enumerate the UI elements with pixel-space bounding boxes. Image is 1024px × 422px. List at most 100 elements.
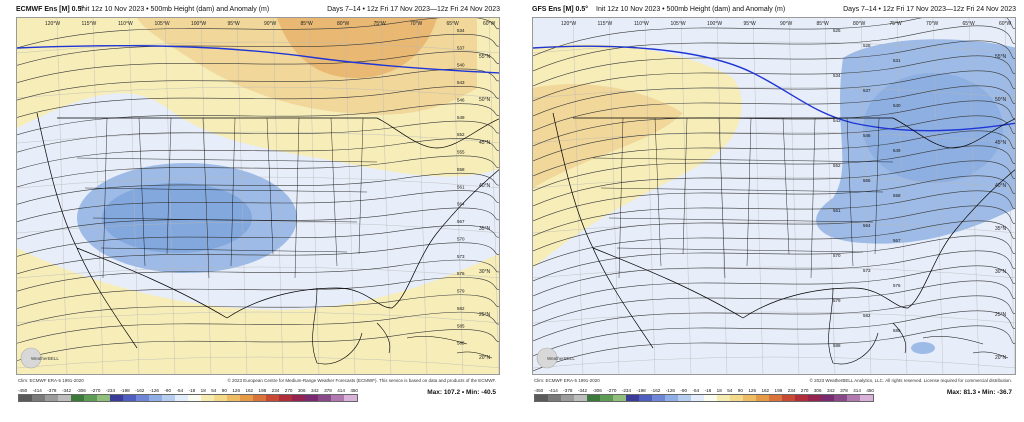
longitude-gridline: [824, 18, 836, 374]
colorbar-swatch: [626, 395, 639, 401]
contour-label: 555: [457, 150, 465, 155]
colorbar-swatch: [188, 395, 201, 401]
state-boundary: [138, 117, 146, 267]
contour-label: 546: [457, 97, 465, 102]
longitude-gridline: [644, 18, 656, 374]
contour-label: 582: [863, 313, 871, 318]
colorbar-swatch: [717, 395, 730, 401]
ecmwf-map: 534 537 540 543 546 549 552 555 558 561 564 567 570 5…: [16, 17, 500, 375]
ecmwf-footer: Clim: ECMWF ERA-5 1991-2020 © 2023 Europ…: [16, 376, 500, 386]
longitude-gridline: [236, 18, 248, 374]
latitude-label: 55°N: [479, 54, 491, 60]
colorbar-tick: 342: [826, 388, 835, 393]
colorbar-swatch: [162, 395, 175, 401]
colorbar-swatch: [227, 395, 240, 401]
colorbar-swatch: [266, 395, 279, 401]
colorbar-tick: -270: [91, 388, 101, 393]
colorbar-tick: 162: [761, 388, 770, 393]
gfs-map-svg: 525 528 531 534 537 540 543 546 549 552 555 558 561 5…: [533, 18, 1015, 374]
height-contour: [533, 295, 1015, 342]
contour-label: 549: [893, 148, 901, 153]
height-contour: [533, 25, 1015, 72]
colorbar-swatch: [71, 395, 84, 401]
state-boundary: [608, 217, 874, 223]
colorbar-tick: 306: [297, 388, 306, 393]
colorbar-tick: -18: [704, 388, 712, 393]
longitude-label: 65°W: [447, 21, 460, 27]
ecmwf-colorbar: -450 -414 -378 -342 -306 -270 -234 -198 -162 -126…: [16, 387, 500, 403]
colorbar-swatch: [639, 395, 652, 401]
colorbar-tick: 126: [748, 388, 756, 393]
contour-label: 552: [833, 163, 841, 168]
height-contour: [17, 259, 499, 292]
longitude-gridline: [608, 18, 620, 374]
height-contour: [17, 68, 499, 101]
longitude-gridline: [452, 18, 464, 374]
colorbar-swatch: [535, 395, 548, 401]
colorbar-tick: 18: [716, 388, 722, 393]
state-boundary: [874, 117, 880, 255]
colorbar-swatch: [782, 395, 795, 401]
colorbar-tick: 198: [774, 388, 783, 393]
init-label: Init 12z 10 Nov 2023 • 500mb Height (dam…: [596, 6, 786, 13]
colorbar-tick: -378: [47, 388, 57, 393]
colorbar-tick: 234: [787, 388, 796, 393]
height-contour: [533, 235, 1015, 282]
contour-label: 564: [457, 202, 465, 207]
colorbar-tick: -414: [32, 388, 42, 393]
min-value: -36.7: [997, 389, 1012, 396]
latitude-gridline: [17, 266, 499, 279]
state-boundary: [600, 187, 884, 193]
logo-text: WeatherBELL: [31, 356, 59, 361]
state-boundary: [746, 117, 752, 267]
colorbar-swatch: [110, 395, 123, 401]
state-boundary: [358, 117, 364, 255]
colorbar-tick: -90: [680, 388, 688, 393]
height-contour: [17, 242, 499, 275]
longitude-gridline: [932, 18, 944, 374]
height-contour: [533, 175, 1015, 222]
negative-anomaly-caribbean: [911, 342, 935, 354]
colorbar-swatch: [32, 395, 45, 401]
colorbar-swatch: [652, 395, 665, 401]
gfs-header: GFS Ens [M] 0.5° Init 12z 10 Nov 2023 • …: [532, 4, 1016, 16]
longitude-gridline: [344, 18, 356, 374]
colorbar-tick: 54: [211, 388, 217, 393]
florida-outline: [376, 322, 391, 354]
colorbar-tick: -198: [120, 388, 130, 393]
longitude-label: 110°W: [118, 21, 133, 27]
longitude-gridline: [272, 18, 284, 374]
colorbar-tick: 270: [800, 388, 809, 393]
min-value: -40.5: [481, 389, 496, 396]
latitude-gridline: [533, 41, 1015, 54]
colorbar-swatch: [756, 395, 769, 401]
highlight-contour: [533, 45, 1015, 132]
latitude-gridline: [533, 311, 1015, 324]
height-contour: [533, 18, 1015, 57]
height-contour: [533, 40, 1015, 87]
init-label: Init 12z 10 Nov 2023 • 500mb Height (dam…: [80, 6, 270, 13]
colorbar-swatch: [58, 395, 71, 401]
longitude-gridline: [896, 18, 908, 374]
longitude-gridline: [488, 18, 499, 374]
colorbar-swatch: [847, 395, 860, 401]
positive-anomaly-north-max: [277, 18, 437, 78]
contour-label: 534: [457, 28, 465, 33]
longitude-gridline: [308, 18, 320, 374]
colorbar-swatch: [834, 395, 847, 401]
colorbar-swatch: [318, 395, 331, 401]
colorbar-tick: -54: [692, 388, 700, 393]
west-coastline: [552, 112, 744, 349]
colorbar-ramp: [534, 394, 874, 402]
latitude-gridline: [17, 131, 499, 144]
height-contour: [17, 120, 499, 153]
colorbar-swatch: [201, 395, 214, 401]
longitude-label: 95°W: [228, 21, 241, 27]
colorbar-tick: -54: [176, 388, 184, 393]
colorbar-tick: 18: [200, 388, 206, 393]
colorbar-swatch: [123, 395, 136, 401]
canada-us-border: [573, 117, 1015, 149]
longitude-gridline: [92, 18, 104, 374]
contour-label: 555: [863, 178, 871, 183]
longitude-label: 80°W: [853, 21, 866, 27]
